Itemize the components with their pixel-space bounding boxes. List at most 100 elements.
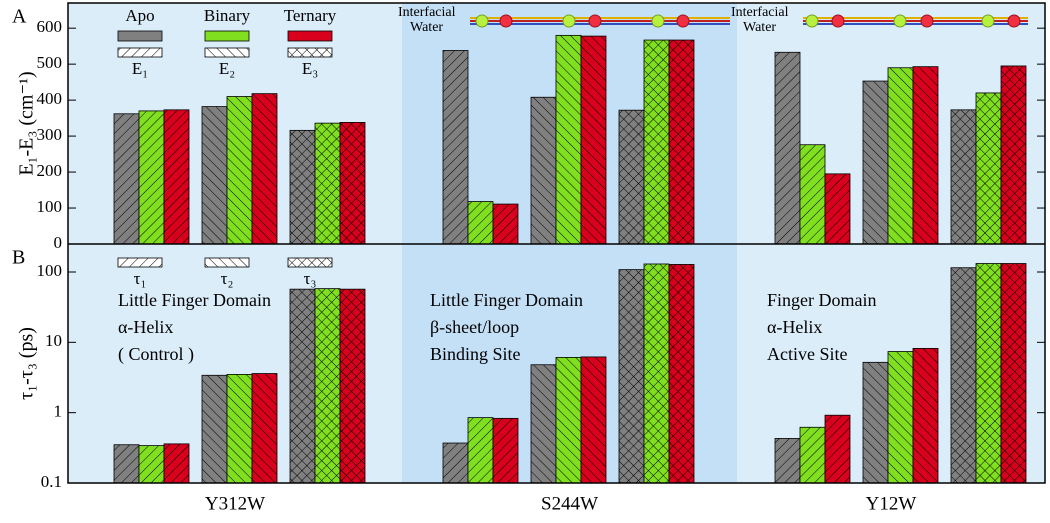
- bar: [950, 109, 977, 245]
- hatch-legend-label: E₃: [302, 59, 318, 78]
- bar: [442, 50, 469, 245]
- bar: [1000, 263, 1027, 484]
- bar: [799, 426, 826, 484]
- hatch-legend-swatch: [287, 47, 333, 58]
- hatch-legend-swatch: [204, 47, 250, 58]
- y-tick-label: 300: [37, 125, 63, 144]
- bar: [467, 417, 494, 484]
- bar: [138, 445, 165, 484]
- bar: [950, 267, 977, 484]
- y-tick-label: 400: [37, 89, 63, 108]
- y-axis-label: τ₁-τ₃ (ps): [16, 327, 38, 400]
- bar: [289, 288, 316, 484]
- panel-label: A: [12, 6, 27, 28]
- bar: [799, 144, 826, 245]
- bar: [824, 414, 851, 484]
- x-category-label: Y312W: [205, 493, 265, 514]
- hatch-legend-label: τ₃: [304, 269, 317, 288]
- hatch-legend-label: τ₁: [134, 269, 147, 288]
- legend-swatch: [204, 30, 250, 42]
- bar: [618, 269, 645, 484]
- region-note: Little Finger Domain: [118, 290, 271, 310]
- bar: [975, 92, 1002, 245]
- bar: [251, 93, 278, 245]
- hatch-legend-swatch: [204, 257, 250, 268]
- y-axis-label: E₁-E₃ (cm⁻¹): [16, 71, 38, 175]
- bar: [530, 96, 557, 245]
- y-tick-label: 100: [37, 261, 63, 280]
- panel-label: B: [12, 247, 25, 269]
- bar: [314, 288, 341, 484]
- region-note: α-Helix: [767, 317, 822, 337]
- bar: [530, 364, 557, 484]
- bar: [289, 129, 316, 245]
- hatch-legend-swatch: [117, 257, 163, 268]
- hatch-legend-swatch: [287, 257, 333, 268]
- bar: [668, 39, 695, 245]
- hatch-legend-label: τ₂: [221, 269, 234, 288]
- region-note: β-sheet/loop: [430, 317, 519, 337]
- region-note: ( Control ): [118, 344, 194, 365]
- region-note: Little Finger Domain: [430, 290, 583, 310]
- bar: [643, 39, 670, 245]
- bar: [314, 122, 341, 245]
- bar: [201, 374, 228, 484]
- legend-label: Ternary: [284, 6, 337, 25]
- y-tick-label: 600: [37, 17, 63, 36]
- bar: [862, 80, 889, 245]
- annotation: Interfacial: [398, 5, 456, 20]
- bar: [887, 351, 914, 484]
- bar: [492, 203, 519, 245]
- y-tick-label: 10: [45, 331, 62, 350]
- region-note: Binding Site: [430, 344, 521, 364]
- bar: [163, 109, 190, 245]
- bar: [113, 113, 140, 245]
- annotation: Interfacial: [731, 5, 789, 20]
- bar: [912, 347, 939, 484]
- bar: [774, 51, 801, 245]
- water-strings: [470, 14, 1028, 28]
- bar: [226, 373, 253, 484]
- y-tick-label: 200: [37, 161, 63, 180]
- legend-label: Binary: [204, 6, 251, 25]
- legend-swatch: [287, 30, 333, 42]
- bar: [580, 356, 607, 484]
- bar: [862, 361, 889, 484]
- hatch-legend-label: E₁: [132, 59, 148, 78]
- bar: [492, 417, 519, 484]
- bar: [442, 442, 469, 484]
- bar: [226, 96, 253, 245]
- bar: [618, 109, 645, 245]
- bar: [467, 201, 494, 245]
- bar: [339, 122, 366, 245]
- annotation: Water: [743, 20, 776, 35]
- region-note: Finger Domain: [767, 290, 877, 310]
- legend-label: Apo: [125, 6, 154, 25]
- annotation: Water: [410, 20, 443, 35]
- bar: [668, 264, 695, 484]
- bar: [975, 263, 1002, 484]
- bar: [912, 66, 939, 245]
- bar: [824, 173, 851, 245]
- bar: [251, 373, 278, 484]
- y-tick-label: 500: [37, 53, 63, 72]
- bar: [138, 110, 165, 245]
- y-tick-label: 0: [54, 233, 63, 252]
- hatch-legend-label: E₂: [219, 59, 235, 78]
- bar: [580, 35, 607, 245]
- x-category-label: S244W: [541, 493, 598, 514]
- region-note: Active Site: [767, 344, 847, 364]
- bar: [887, 67, 914, 245]
- bar: [555, 357, 582, 484]
- frame: [67, 2, 1046, 484]
- bar: [201, 106, 228, 245]
- hatch-legend-swatch: [117, 47, 163, 58]
- y-tick-label: 1: [54, 402, 63, 421]
- bar: [643, 263, 670, 484]
- region-note: α-Helix: [118, 317, 173, 337]
- bar: [1000, 65, 1027, 245]
- legend-swatch: [117, 30, 163, 42]
- bar: [113, 444, 140, 484]
- bar: [555, 34, 582, 245]
